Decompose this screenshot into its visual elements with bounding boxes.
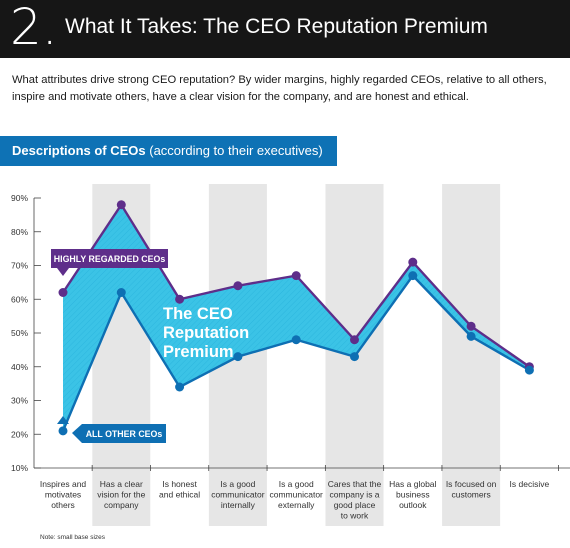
footnote: Note: small base sizes [40,534,106,541]
data-point-all-other [524,365,534,375]
page-title: What It Takes: The CEO Reputation Premiu… [65,15,488,38]
series-label-all-other: ALL OTHER CEOs [86,429,163,439]
x-tick-label: Has a clear vision for the company [97,479,145,510]
y-tick-label: 80% [11,227,28,237]
series-label-all-other-box [82,424,166,443]
chart-title-banner: Descriptions of CEOs (according to their… [0,136,337,166]
y-tick-label: 70% [11,261,28,271]
x-tick-label: Has a global business outlook [389,479,436,510]
data-point-highly-regarded [175,294,185,304]
premium-area-texture [63,204,530,431]
section-number: 2. [10,0,58,56]
y-tick-label: 10% [11,463,28,473]
data-point-highly-regarded [350,335,359,345]
data-point-all-other [350,352,359,362]
x-tick-label: Is honest and ethical [159,479,200,500]
series-label-highly-regarded-box [51,249,168,268]
series-label-all-other-tip [72,424,82,443]
x-tick-label: Is a good communicator internally [211,479,265,510]
y-tick-label: 20% [11,429,28,439]
data-point-highly-regarded [116,200,126,210]
chart-subtitle: (according to their executives) [145,143,323,158]
x-tick-label: Is decisive [510,479,550,489]
data-point-all-other [233,352,243,362]
x-tick-label: Inspires and motivates others [40,479,87,510]
column-band [442,184,501,526]
line-chart: 90% 80% 70% 60% 50% 40% 30% 20% 10% HIGHLY REGAR… [11,184,570,526]
data-point-highly-regarded [291,271,301,281]
series-label-all-other-pointer [57,416,69,424]
x-tick-label: Is a good communicator externally [270,479,324,510]
area-annotation: Premium [163,343,234,361]
data-point-all-other [116,288,126,297]
data-point-highly-regarded [58,288,68,297]
y-tick-label: 60% [11,294,28,304]
x-tick-label: Is focused on customers [446,479,497,500]
data-point-highly-regarded [466,321,476,331]
y-tick-label: 50% [11,328,28,338]
intro-text: What attributes drive strong CEO reputat… [12,74,547,103]
x-tick-label: Cares that the company is a good place to w… [328,479,382,521]
data-point-all-other [291,335,301,345]
y-tick-label: 40% [11,362,28,372]
series-label-highly-regarded: HIGHLY REGARDED CEOs [54,254,166,264]
y-tick-label: 30% [11,396,28,406]
data-point-highly-regarded [233,281,243,291]
data-point-highly-regarded [408,257,418,267]
series-label-highly-regarded-pointer [57,268,69,276]
y-tick-label: 90% [11,193,28,203]
area-annotation: Reputation [163,324,249,342]
area-annotation: The CEO [163,305,233,323]
data-point-all-other [175,382,185,392]
chart-title: Descriptions of CEOs [12,143,146,158]
data-point-all-other [408,271,418,281]
data-point-all-other [58,426,68,436]
header-bar: 2. What It Takes: The CEO Reputation Pre… [0,0,570,58]
data-point-all-other [466,331,476,341]
